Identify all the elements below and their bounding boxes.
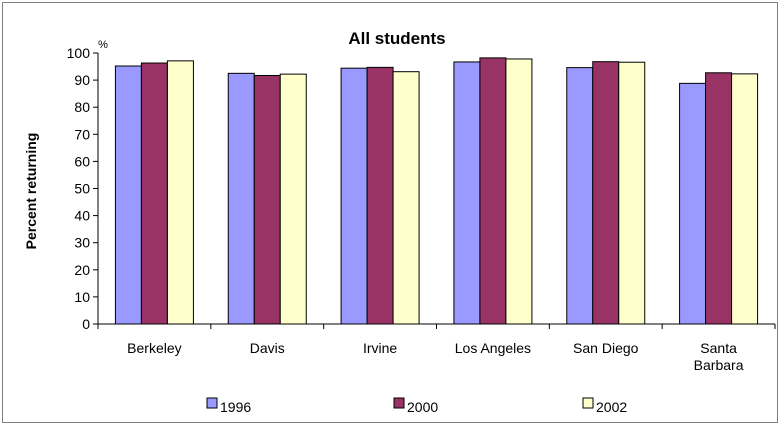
y-tick-label: 90 — [74, 72, 90, 88]
chart-title: All students — [348, 29, 445, 48]
bar-2000-1 — [253, 74, 281, 325]
x-tick-label: Irvine — [363, 340, 397, 356]
bar-1996-0 — [114, 65, 142, 325]
x-tick-label: Santa — [700, 340, 737, 356]
y-tick-label: 50 — [74, 181, 90, 197]
y-tick-label: 10 — [74, 289, 90, 305]
y-tick-label: 60 — [74, 153, 90, 169]
bar-1996-3 — [453, 61, 481, 325]
bars — [114, 57, 759, 325]
y-tick-label: 70 — [74, 126, 90, 142]
x-tick-label: Davis — [250, 340, 285, 356]
bar-2000-0 — [140, 62, 168, 325]
y-tick-label: 20 — [74, 262, 90, 278]
bar-2002-4 — [618, 61, 646, 325]
tick-labels: 0 10 20 30 40 50 60 70 80 90 100 Berkeley Davis Irvin… — [67, 45, 744, 373]
y-tick-label: 100 — [67, 45, 91, 61]
bar-2002-5 — [731, 73, 759, 325]
legend-label-2002: 2002 — [596, 399, 627, 415]
y-tick-label: 30 — [74, 235, 90, 251]
bar-2000-3 — [479, 57, 507, 325]
legend-swatch-2000 — [393, 397, 405, 409]
bar-2002-3 — [505, 58, 533, 325]
legend-label-1996: 1996 — [220, 399, 251, 415]
y-axis-unit: % — [98, 39, 108, 51]
bar-2000-4 — [592, 61, 620, 325]
bar-1996-2 — [340, 67, 368, 325]
legend-swatch-2002 — [582, 397, 594, 409]
x-tick-label: Barbara — [694, 357, 744, 373]
bar-2000-5 — [705, 72, 733, 325]
y-axis-label: Percent returning — [23, 133, 39, 250]
bar-1996-1 — [227, 72, 255, 325]
legend-label-2000: 2000 — [407, 399, 438, 415]
bar-1996-5 — [679, 82, 707, 325]
axes — [93, 52, 776, 329]
y-tick-label: 0 — [82, 316, 90, 332]
bar-2002-0 — [166, 60, 194, 325]
x-tick-label: San Diego — [573, 340, 639, 356]
bar-1996-4 — [566, 67, 594, 325]
x-tick-label: Berkeley — [127, 340, 181, 356]
bar-2002-2 — [392, 71, 420, 325]
bar-2002-1 — [279, 73, 307, 325]
bar-2000-2 — [366, 66, 394, 325]
legend-swatch-1996 — [206, 397, 218, 409]
x-tick-label: Los Angeles — [455, 340, 531, 356]
y-tick-label: 80 — [74, 99, 90, 115]
y-tick-label: 40 — [74, 208, 90, 224]
legend: 1996 2000 2002 — [206, 397, 627, 415]
